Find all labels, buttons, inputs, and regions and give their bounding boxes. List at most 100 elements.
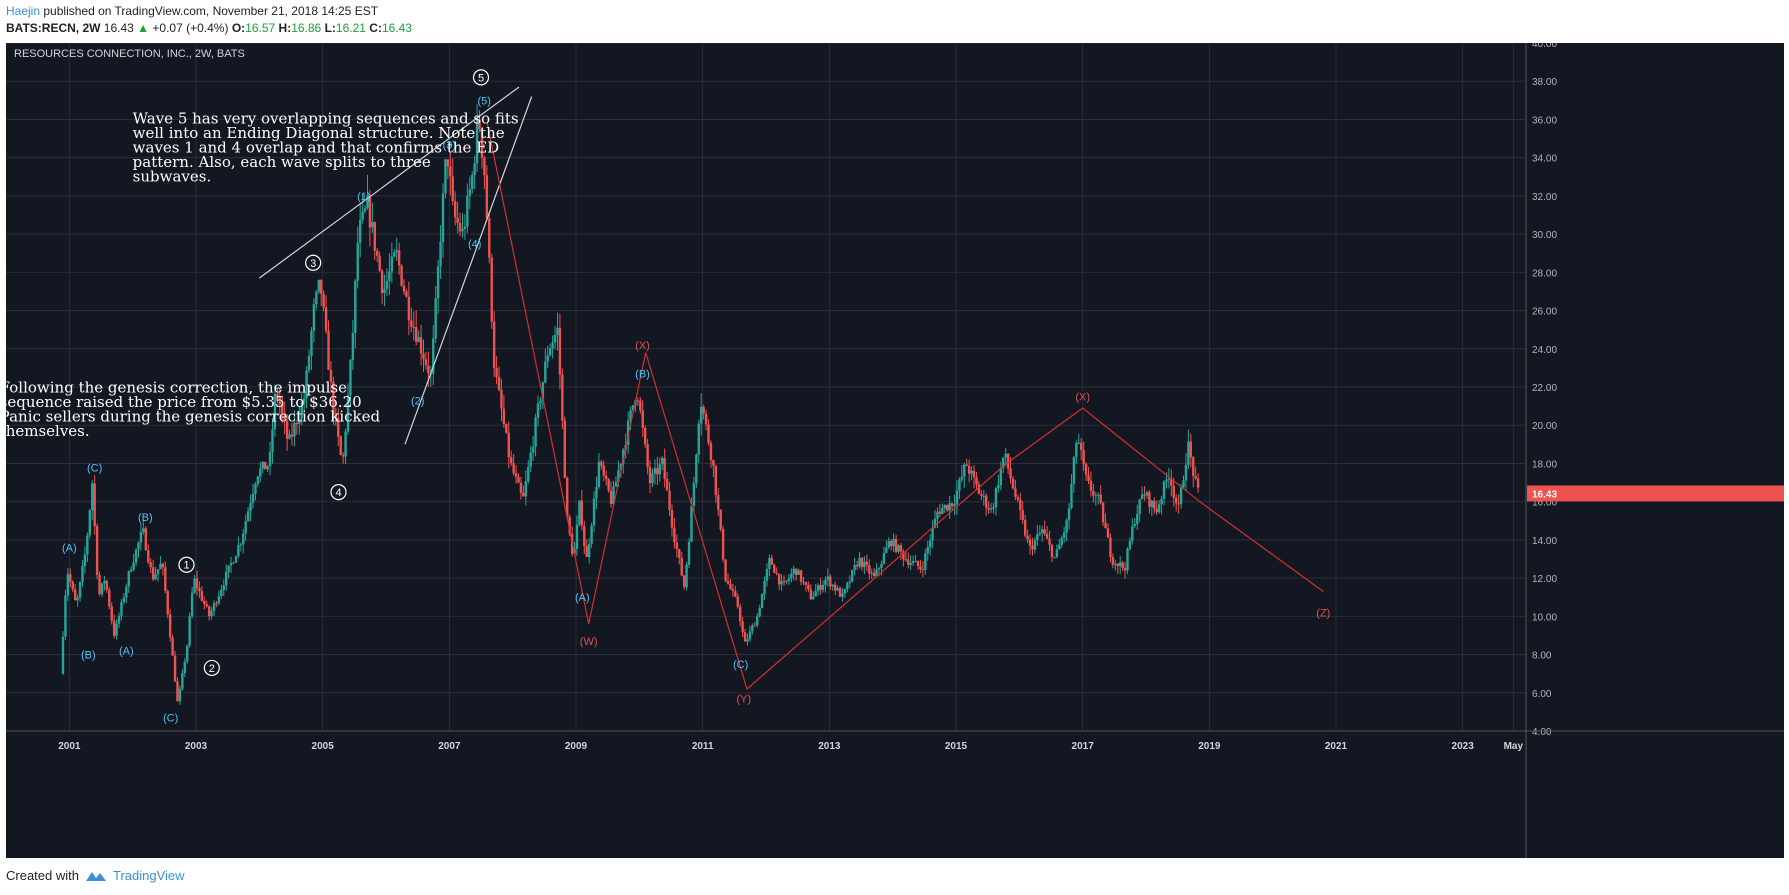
candle-body <box>763 580 766 595</box>
candle-body <box>69 574 72 582</box>
candle-body <box>1177 503 1180 505</box>
candle-body <box>897 545 900 552</box>
candle-body <box>327 330 330 370</box>
last-price-tag <box>1527 485 1784 502</box>
candle-body <box>890 540 893 547</box>
candle-body <box>1002 457 1005 469</box>
candle-body <box>1126 548 1129 571</box>
candle-body <box>824 579 827 586</box>
x-tick-label: 2019 <box>1198 741 1221 752</box>
y-tick-label: 22.00 <box>1532 383 1557 394</box>
candle-body <box>546 355 549 362</box>
open-label: O: <box>231 21 246 35</box>
candle-body <box>81 566 84 582</box>
candle-body <box>78 581 82 598</box>
candle-body <box>98 574 101 595</box>
candle-body <box>926 547 929 554</box>
candle-body <box>753 625 756 627</box>
candle-body <box>1123 568 1127 571</box>
candle-body <box>173 655 177 682</box>
candle-body <box>188 616 191 646</box>
candle-body <box>907 559 910 565</box>
price-chart[interactable]: 4.00 6.00 8.00 10.00 12.00 14.00 16.00 18.00 20.… <box>6 43 1784 858</box>
candle-body <box>263 461 267 470</box>
tradingview-logo-icon[interactable] <box>85 869 107 883</box>
candle-body <box>271 429 274 452</box>
candle-body <box>790 573 793 579</box>
candle-body <box>1187 441 1190 465</box>
y-tick-label: 4.00 <box>1532 727 1552 738</box>
candle-body <box>76 597 79 601</box>
candle-body <box>773 564 776 573</box>
candle-body <box>721 529 725 560</box>
candle-body <box>687 541 691 565</box>
y-tick-label: 16.00 <box>1532 498 1557 509</box>
candle-body <box>112 620 116 636</box>
candle-body <box>643 427 647 445</box>
candle-body <box>86 535 89 555</box>
created-with-text: Created with <box>6 868 79 883</box>
wave-circle-marker <box>472 69 490 86</box>
candle-body <box>168 614 172 638</box>
candle-body <box>249 503 252 512</box>
candle-body <box>203 600 206 605</box>
author-link[interactable]: Haejin <box>6 4 41 18</box>
candle-body <box>719 509 722 530</box>
wave-label: (B) <box>635 369 650 381</box>
candle-body <box>1138 499 1141 515</box>
candle-body <box>612 486 615 505</box>
wave-label: (C) <box>733 659 748 671</box>
candle-body <box>595 487 598 499</box>
candle-body <box>178 688 182 702</box>
candle-body <box>390 256 394 272</box>
candle-body <box>775 572 778 574</box>
candle-body <box>548 348 552 356</box>
last-price: 16.43 <box>103 21 134 35</box>
candle-body <box>388 271 391 281</box>
candle-body <box>731 589 735 592</box>
candle-body <box>682 575 686 588</box>
candle-body <box>1004 453 1007 458</box>
candle-body <box>1016 496 1020 500</box>
candle-body <box>563 420 566 478</box>
candle-body <box>142 528 145 533</box>
candle-body <box>685 564 688 588</box>
candle-body <box>909 563 912 565</box>
candle-body <box>1128 540 1132 549</box>
candle-body <box>147 550 150 563</box>
candle-body <box>841 593 844 597</box>
tradingview-link[interactable]: TradingView <box>112 868 185 883</box>
candle-body <box>536 403 540 418</box>
chart-panel[interactable]: 4.00 6.00 8.00 10.00 12.00 14.00 16.00 18.00 20.… <box>6 43 1784 858</box>
candle-body <box>337 417 340 437</box>
wave-label: (4) <box>468 239 481 251</box>
candle-body <box>215 603 218 605</box>
wave-label: (A) <box>62 543 77 555</box>
candle-body <box>103 581 106 584</box>
candle-body <box>712 460 715 466</box>
candle-body <box>198 588 201 592</box>
wave-label: (X) <box>635 340 650 352</box>
close-label: C: <box>369 21 382 35</box>
candle-body <box>617 470 620 483</box>
candle-body <box>217 595 221 604</box>
candle-body <box>349 359 352 396</box>
candle-body <box>751 625 754 632</box>
candle-body <box>807 584 810 590</box>
candle-body <box>1106 528 1110 538</box>
candle-body <box>631 405 635 411</box>
candle-body <box>368 195 372 228</box>
candle-body <box>293 423 296 437</box>
candle-body <box>166 591 169 615</box>
candle-body <box>244 521 247 534</box>
candle-body <box>1111 557 1115 565</box>
candle-body <box>127 571 130 587</box>
candle-body <box>251 493 255 504</box>
candle-body <box>953 504 956 507</box>
candle-body <box>397 250 401 266</box>
wave-label: 3 <box>310 258 316 270</box>
candle-body <box>853 564 856 571</box>
candle-body <box>967 465 971 474</box>
candle-body <box>626 420 630 445</box>
candle-body <box>1145 492 1149 496</box>
